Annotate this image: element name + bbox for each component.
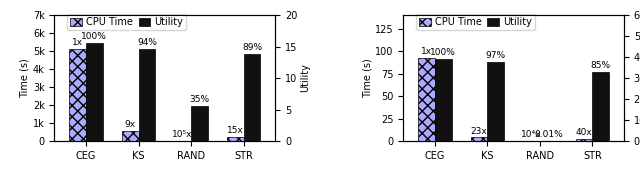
Text: 89%: 89% bbox=[242, 43, 262, 52]
Text: 1x: 1x bbox=[72, 38, 83, 47]
Legend: CPU Time, Utility: CPU Time, Utility bbox=[67, 14, 186, 30]
Text: 85%: 85% bbox=[591, 61, 611, 70]
Text: 15x: 15x bbox=[227, 126, 244, 135]
Text: 0.01%: 0.01% bbox=[534, 130, 563, 139]
Y-axis label: Utility: Utility bbox=[300, 64, 310, 92]
Text: 10⁵x: 10⁵x bbox=[172, 130, 193, 139]
Bar bbox=[244, 54, 260, 141]
Text: 100%: 100% bbox=[430, 48, 456, 57]
Text: 97%: 97% bbox=[486, 51, 506, 60]
Bar bbox=[470, 137, 487, 141]
Bar bbox=[191, 106, 208, 141]
Bar bbox=[227, 137, 244, 141]
Text: 94%: 94% bbox=[137, 38, 157, 47]
Text: 100%: 100% bbox=[81, 33, 108, 42]
Bar bbox=[138, 49, 156, 141]
Bar bbox=[575, 139, 593, 141]
Bar bbox=[487, 62, 504, 141]
Text: 23x: 23x bbox=[470, 127, 487, 136]
Bar bbox=[435, 59, 452, 141]
Legend: CPU Time, Utility: CPU Time, Utility bbox=[416, 14, 535, 30]
Bar bbox=[593, 72, 609, 141]
Y-axis label: Time (s): Time (s) bbox=[20, 58, 30, 98]
Text: 10⁴x: 10⁴x bbox=[521, 130, 541, 139]
Text: 35%: 35% bbox=[189, 96, 209, 105]
Bar bbox=[418, 58, 435, 141]
Text: 9x: 9x bbox=[125, 120, 136, 129]
Text: 1x: 1x bbox=[420, 47, 432, 56]
Y-axis label: Time (s): Time (s) bbox=[362, 58, 372, 98]
Bar bbox=[69, 49, 86, 141]
Bar bbox=[122, 131, 138, 141]
Bar bbox=[86, 43, 103, 141]
Text: 40x: 40x bbox=[575, 128, 593, 137]
